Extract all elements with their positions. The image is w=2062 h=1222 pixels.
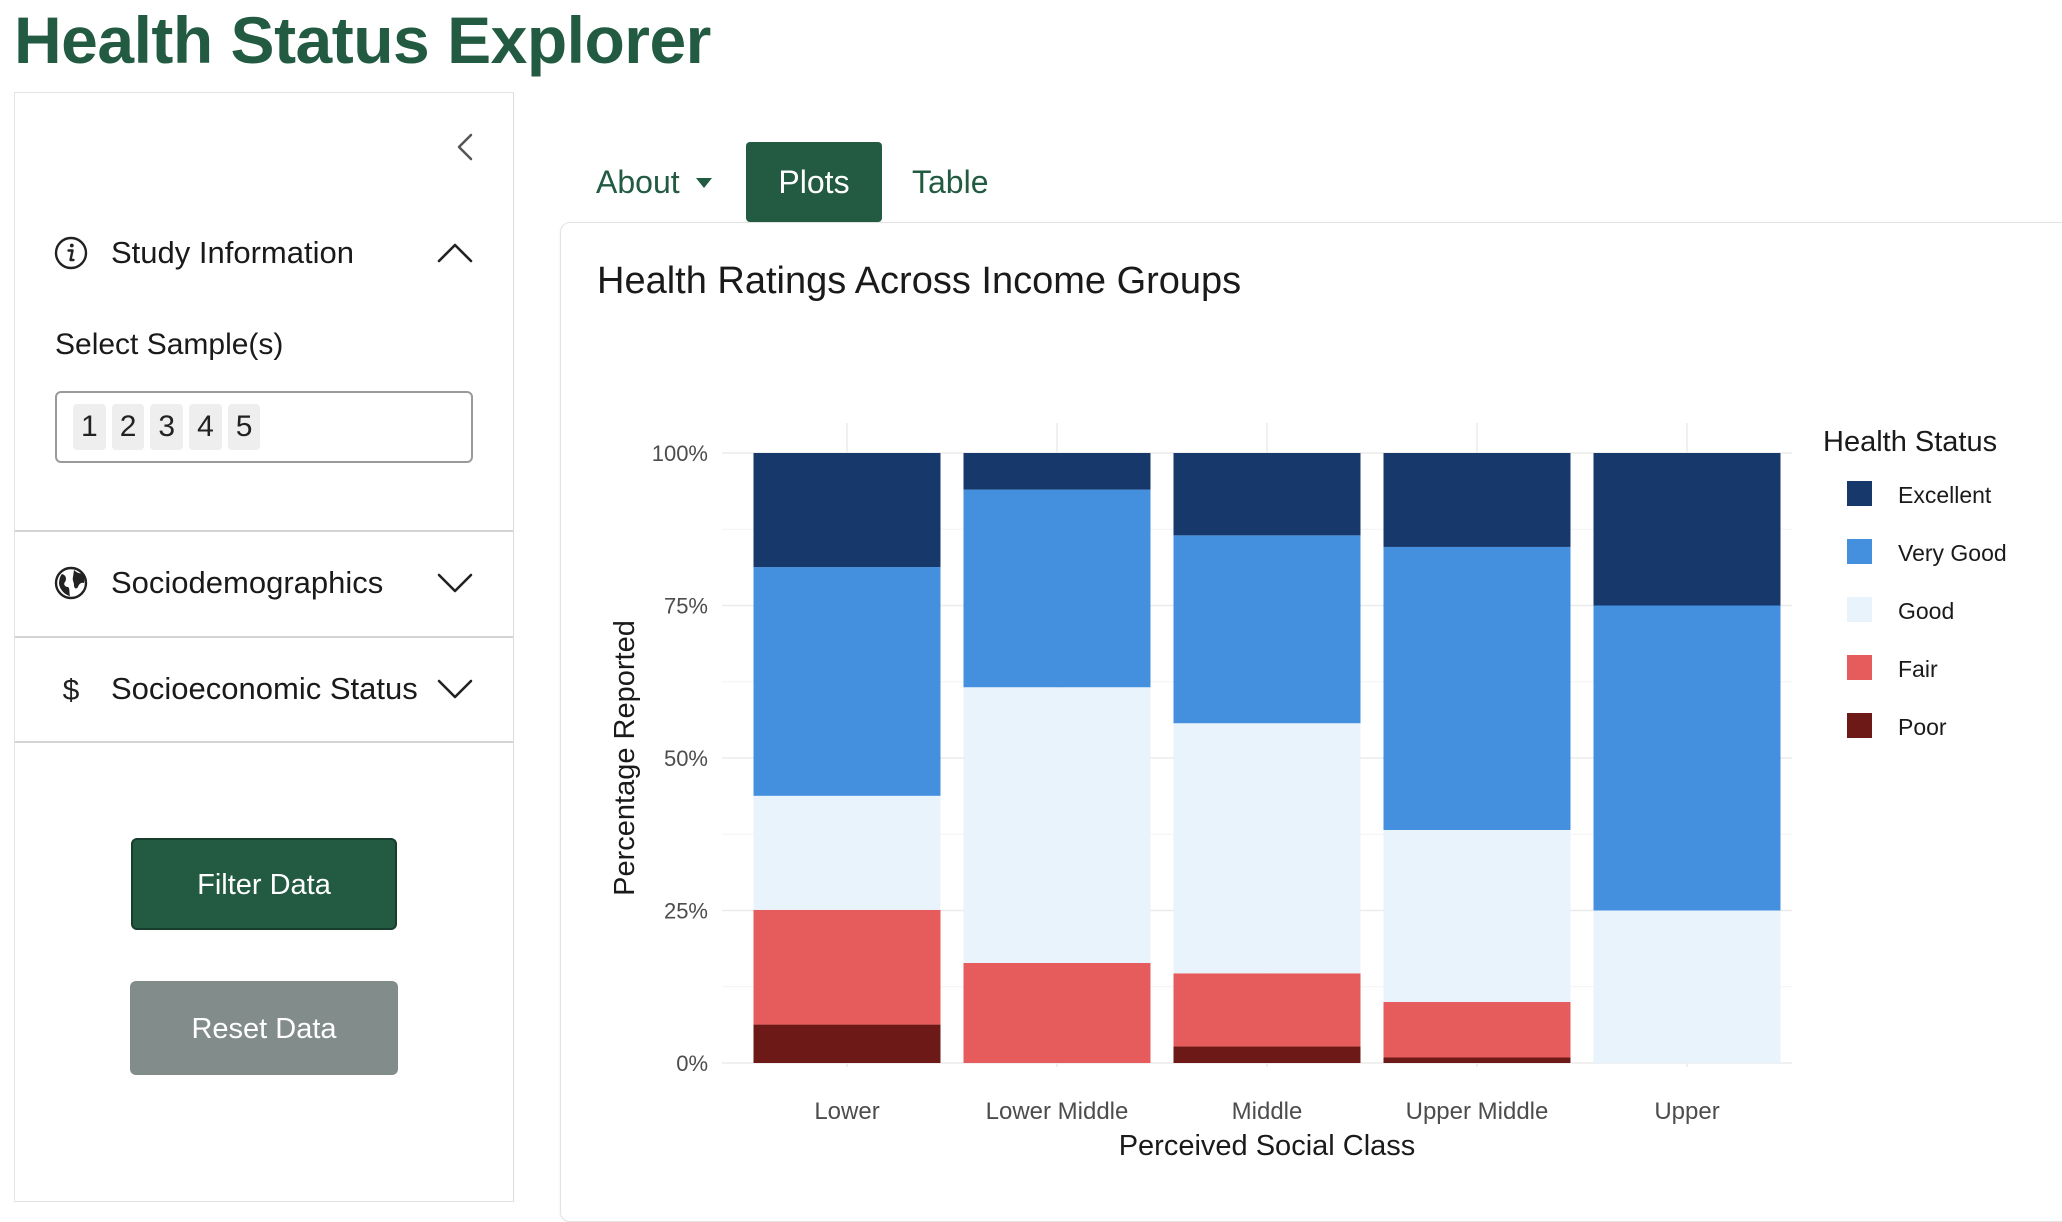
sample-chip[interactable]: 1 <box>73 404 106 450</box>
accordion-label: Socioeconomic Status <box>111 671 418 706</box>
bar-segment-very-good <box>963 489 1151 688</box>
y-tick-label: 100% <box>652 441 708 466</box>
divider <box>15 636 513 638</box>
bar-segment-very-good <box>1593 605 1781 911</box>
legend-swatch-fair <box>1847 655 1872 680</box>
bar-segment-excellent <box>753 453 941 568</box>
y-tick-label: 25% <box>664 899 708 924</box>
x-tick-label: Upper Middle <box>1406 1098 1549 1125</box>
app-title: Health Status Explorer <box>14 3 711 77</box>
legend-label: Excellent <box>1898 482 1992 508</box>
bar-segment-good <box>1173 723 1361 974</box>
dollar-icon: $ <box>63 674 80 707</box>
accordion-label: Sociodemographics <box>111 565 384 600</box>
accordion-study-information[interactable]: Study Information <box>15 203 513 303</box>
bar-segment-very-good <box>753 567 941 796</box>
select-samples-label: Select Sample(s) <box>55 328 284 361</box>
reset-data-button[interactable]: Reset Data <box>130 981 398 1075</box>
y-axis-title: Percentage Reported <box>609 620 641 896</box>
y-tick-label: 0% <box>676 1051 708 1076</box>
card-title: Health Ratings Across Income Groups <box>597 260 1242 302</box>
sidebar: Study Information Select Sample(s) 1 2 3… <box>14 92 514 1202</box>
bar-segment-poor <box>753 1024 941 1063</box>
bar-segment-good <box>963 687 1151 963</box>
bar-segment-fair <box>753 909 941 1025</box>
bar-segment-fair <box>963 962 1151 1063</box>
info-icon <box>54 236 88 270</box>
y-tick-label: 75% <box>664 594 708 619</box>
bar-segment-excellent <box>1383 453 1571 547</box>
svg-text:$: $ <box>63 674 80 707</box>
chevron-up-icon <box>437 243 473 263</box>
legend-title: Health Status <box>1823 426 1997 458</box>
sample-select-input[interactable]: 1 2 3 4 5 <box>55 391 473 463</box>
chevron-down-icon <box>437 679 473 699</box>
tab-label: About <box>596 164 680 200</box>
bar-segment-poor <box>1383 1057 1571 1063</box>
x-tick-label: Middle <box>1232 1098 1303 1125</box>
chevron-left-icon <box>457 133 473 161</box>
bar-segment-poor <box>1173 1046 1361 1063</box>
bar-segment-very-good <box>1383 546 1571 830</box>
x-tick-label: Lower Middle <box>986 1098 1129 1125</box>
accordion-label: Study Information <box>111 235 354 270</box>
bar-segment-excellent <box>963 453 1151 490</box>
bar-segment-good <box>1383 829 1571 1002</box>
stacked-bar-chart: Lower Lower Middle Middle Upper Middle Upper… <box>609 423 2007 1162</box>
sample-chip[interactable]: 2 <box>111 404 145 450</box>
legend-label: Very Good <box>1898 540 2007 566</box>
caret-down-icon <box>695 178 712 188</box>
legend-swatch-excellent <box>1847 481 1872 506</box>
accordion-sociodemographics[interactable]: Sociodemographics <box>15 533 513 633</box>
x-tick-label: Upper <box>1654 1098 1719 1125</box>
bar-segment-good <box>753 795 941 910</box>
globe-icon <box>54 566 88 600</box>
tab-about[interactable]: About <box>560 142 712 222</box>
accordion-socioeconomic-status[interactable]: $ Socioeconomic Status <box>15 639 513 739</box>
chevron-down-icon <box>437 573 473 593</box>
tab-table[interactable]: Table <box>912 164 989 200</box>
bar-segment-fair <box>1383 1002 1571 1058</box>
legend-label: Good <box>1898 598 1954 624</box>
sample-chip[interactable]: 4 <box>189 404 222 450</box>
bar-segment-excellent <box>1173 453 1361 536</box>
collapse-sidebar-button[interactable] <box>445 127 485 167</box>
legend-swatch-good <box>1847 597 1872 622</box>
divider <box>15 530 513 532</box>
y-tick-label: 50% <box>664 746 708 771</box>
filter-data-button[interactable]: Filter Data <box>131 838 397 930</box>
bar-segment-fair <box>1173 973 1361 1047</box>
legend-label: Fair <box>1898 656 1938 682</box>
sample-chip[interactable]: 3 <box>150 404 184 450</box>
bar-segment-very-good <box>1173 535 1361 724</box>
x-axis-title: Perceived Social Class <box>1119 1130 1416 1162</box>
x-tick-label: Lower <box>814 1098 879 1125</box>
divider <box>15 741 513 743</box>
bar-segment-good <box>1593 910 1781 1063</box>
legend-label: Poor <box>1898 714 1947 740</box>
tab-plots[interactable]: Plots <box>746 142 882 222</box>
legend-swatch-poor <box>1847 713 1872 738</box>
plot-card: Health Ratings Across Income Groups Lowe… <box>560 222 2062 1222</box>
bar-segment-excellent <box>1593 453 1781 606</box>
legend-swatch-very-good <box>1847 539 1872 564</box>
sample-chip[interactable]: 5 <box>227 404 261 450</box>
